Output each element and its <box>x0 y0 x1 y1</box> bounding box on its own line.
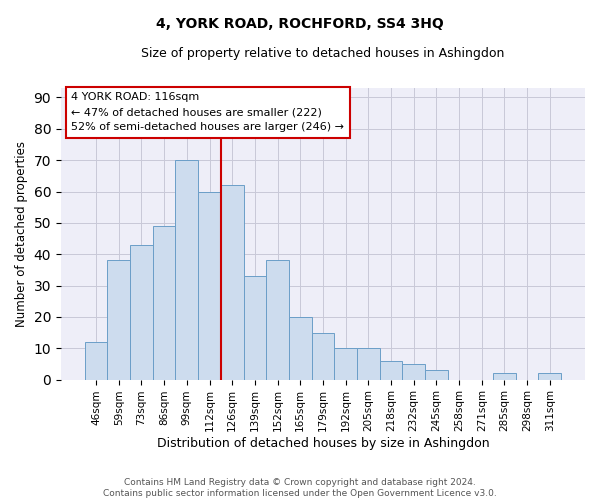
Bar <box>403 364 425 380</box>
Bar <box>85 342 107 380</box>
Bar <box>425 370 448 380</box>
Bar <box>357 348 380 380</box>
Bar <box>266 260 289 380</box>
Bar <box>289 317 311 380</box>
Text: Contains HM Land Registry data © Crown copyright and database right 2024.
Contai: Contains HM Land Registry data © Crown c… <box>103 478 497 498</box>
Y-axis label: Number of detached properties: Number of detached properties <box>15 141 28 327</box>
X-axis label: Distribution of detached houses by size in Ashingdon: Distribution of detached houses by size … <box>157 437 489 450</box>
Bar <box>334 348 357 380</box>
Bar <box>380 361 403 380</box>
Bar <box>311 332 334 380</box>
Bar <box>107 260 130 380</box>
Bar <box>221 185 244 380</box>
Bar <box>198 192 221 380</box>
Bar <box>130 245 153 380</box>
Bar <box>153 226 175 380</box>
Bar <box>538 374 561 380</box>
Text: 4 YORK ROAD: 116sqm
← 47% of detached houses are smaller (222)
52% of semi-detac: 4 YORK ROAD: 116sqm ← 47% of detached ho… <box>71 92 344 132</box>
Bar <box>175 160 198 380</box>
Title: Size of property relative to detached houses in Ashingdon: Size of property relative to detached ho… <box>141 48 505 60</box>
Bar <box>244 276 266 380</box>
Bar <box>493 374 516 380</box>
Text: 4, YORK ROAD, ROCHFORD, SS4 3HQ: 4, YORK ROAD, ROCHFORD, SS4 3HQ <box>156 18 444 32</box>
